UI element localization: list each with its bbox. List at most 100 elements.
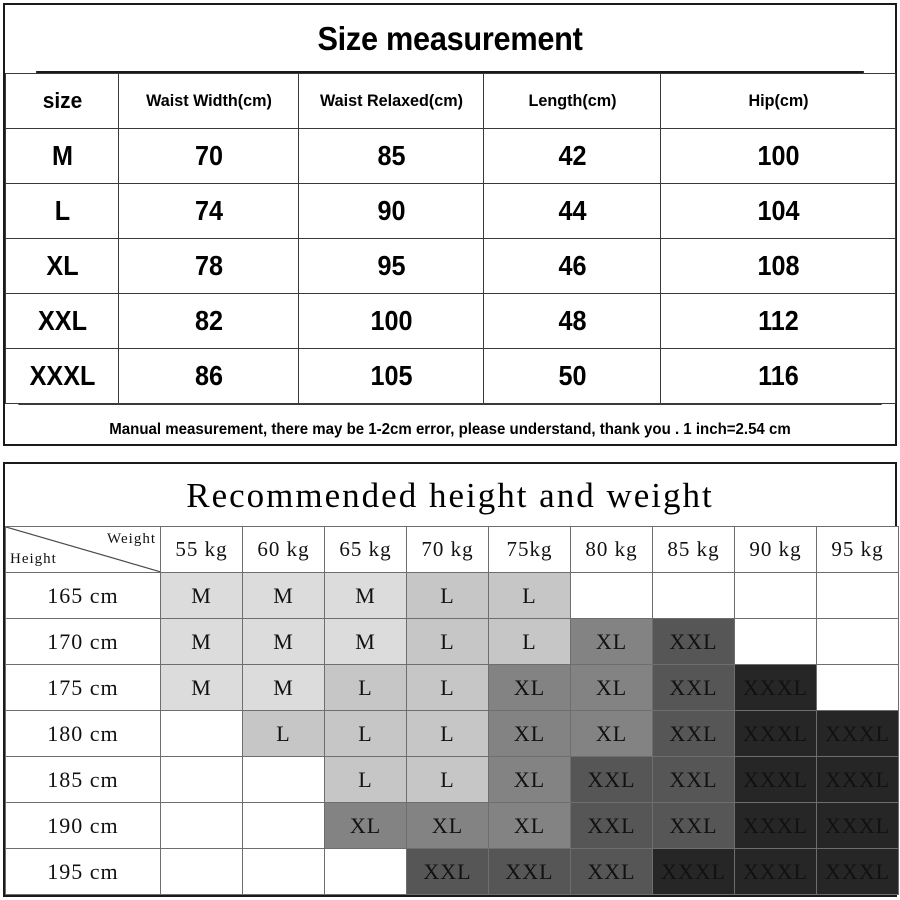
size-measurement-table: size Waist Width(cm) Waist Relaxed(cm) L… <box>5 73 896 404</box>
cell-length: 42 <box>491 128 653 184</box>
cell-length: 48 <box>491 293 653 349</box>
size-cell-empty <box>160 848 243 895</box>
recommended-height-weight-panel: Recommended height and weight Height Wei… <box>3 462 899 897</box>
size-cell: XXL <box>570 802 653 849</box>
height-row-header: 175 cm <box>5 664 161 711</box>
height-row-header: 190 cm <box>5 802 161 849</box>
size-cell: XL <box>570 710 653 757</box>
size-cell: XL <box>488 664 571 711</box>
size-cell: XXXL <box>816 848 899 895</box>
cell-length: 50 <box>491 348 653 404</box>
column-header-waist-relaxed: Waist Relaxed(cm) <box>302 73 480 129</box>
size-cell: XL <box>488 710 571 757</box>
table-row: L 74 90 44 104 <box>6 183 896 239</box>
size-cell: XXXL <box>734 848 817 895</box>
size-cell: XXXL <box>734 664 817 711</box>
size-cell: L <box>406 756 489 803</box>
size-cell: XXL <box>570 756 653 803</box>
column-header-length: Length(cm) <box>487 73 657 129</box>
size-cell: L <box>324 756 407 803</box>
height-row-header: 180 cm <box>5 710 161 757</box>
weight-column-header: 70 kg <box>406 526 489 573</box>
weight-column-header: 80 kg <box>570 526 653 573</box>
size-cell: M <box>160 664 243 711</box>
size-cell: XXL <box>652 664 735 711</box>
height-row-header: 195 cm <box>5 848 161 895</box>
recommended-title: Recommended height and weight <box>186 476 714 515</box>
size-cell: XL <box>488 802 571 849</box>
axis-label-height: Height <box>10 551 57 567</box>
size-cell: XXXL <box>816 802 899 849</box>
size-cell: XXL <box>652 618 735 665</box>
size-cell: XXXL <box>734 756 817 803</box>
column-header-waist-width: Waist Width(cm) <box>122 73 295 129</box>
cell-size: XL <box>10 238 114 294</box>
size-cell: XXL <box>570 848 653 895</box>
size-cell-empty <box>160 756 243 803</box>
size-cell: M <box>324 618 407 665</box>
size-cell: L <box>242 710 325 757</box>
cell-waist-width: 82 <box>127 293 290 349</box>
size-cell-empty <box>242 848 325 895</box>
size-measurement-title: Size measurement <box>36 5 864 73</box>
size-cell: L <box>488 572 571 619</box>
size-cell: XXXL <box>652 848 735 895</box>
size-cell: L <box>324 710 407 757</box>
size-cell-empty <box>160 802 243 849</box>
size-cell: M <box>324 572 407 619</box>
table-row: 165 cm M M M L L <box>5 572 899 619</box>
height-row-header: 170 cm <box>5 618 161 665</box>
size-cell: M <box>242 572 325 619</box>
size-cell: M <box>242 618 325 665</box>
size-cell-empty <box>816 664 899 711</box>
size-cell-empty <box>160 710 243 757</box>
size-cell: L <box>488 618 571 665</box>
cell-size: XXL <box>10 293 114 349</box>
table-header-row: size Waist Width(cm) Waist Relaxed(cm) L… <box>6 73 896 129</box>
size-cell: XXL <box>652 756 735 803</box>
table-row: 180 cm L L L XL XL XXL XXXL XXXL <box>5 710 899 757</box>
size-cell: L <box>406 710 489 757</box>
size-cell: L <box>324 664 407 711</box>
size-cell: XXXL <box>734 710 817 757</box>
cell-waist-relaxed: 85 <box>307 128 475 184</box>
cell-hip: 108 <box>671 238 885 294</box>
size-cell: M <box>160 618 243 665</box>
measurement-note: Manual measurement, there may be 1-2cm e… <box>18 404 882 454</box>
cell-length: 44 <box>491 183 653 239</box>
size-cell: XL <box>488 756 571 803</box>
cell-waist-relaxed: 95 <box>307 238 475 294</box>
cell-waist-width: 70 <box>127 128 290 184</box>
cell-length: 46 <box>491 238 653 294</box>
height-row-header: 165 cm <box>5 572 161 619</box>
weight-header-row: Height Weight 55 kg 60 kg 65 kg 70 kg 75… <box>5 526 899 573</box>
column-header-hip: Hip(cm) <box>665 73 891 129</box>
weight-column-header: 55 kg <box>160 526 243 573</box>
size-cell-empty <box>570 572 653 619</box>
size-cell: XXL <box>652 710 735 757</box>
height-row-header: 185 cm <box>5 756 161 803</box>
cell-waist-width: 86 <box>127 348 290 404</box>
cell-hip: 100 <box>671 128 885 184</box>
size-cell: XXL <box>652 802 735 849</box>
weight-column-header: 65 kg <box>324 526 407 573</box>
size-cell-empty <box>816 618 899 665</box>
cell-size: L <box>10 183 114 239</box>
size-cell: XL <box>406 802 489 849</box>
size-cell: XXL <box>406 848 489 895</box>
size-cell-empty <box>734 618 817 665</box>
table-row: 170 cm M M M L L XL XXL <box>5 618 899 665</box>
size-cell: XL <box>570 618 653 665</box>
table-row: 195 cm XXL XXL XXL XXXL XXXL XXXL <box>5 848 899 895</box>
size-cell: XXL <box>488 848 571 895</box>
weight-column-header: 85 kg <box>652 526 735 573</box>
size-cell-empty <box>652 572 735 619</box>
size-cell-empty <box>324 848 407 895</box>
cell-hip: 104 <box>671 183 885 239</box>
cell-hip: 112 <box>671 293 885 349</box>
size-cell: XXXL <box>734 802 817 849</box>
axis-corner-cell: Height Weight <box>5 526 161 573</box>
table-row: XXXL 86 105 50 116 <box>6 348 896 404</box>
size-cell: M <box>160 572 243 619</box>
